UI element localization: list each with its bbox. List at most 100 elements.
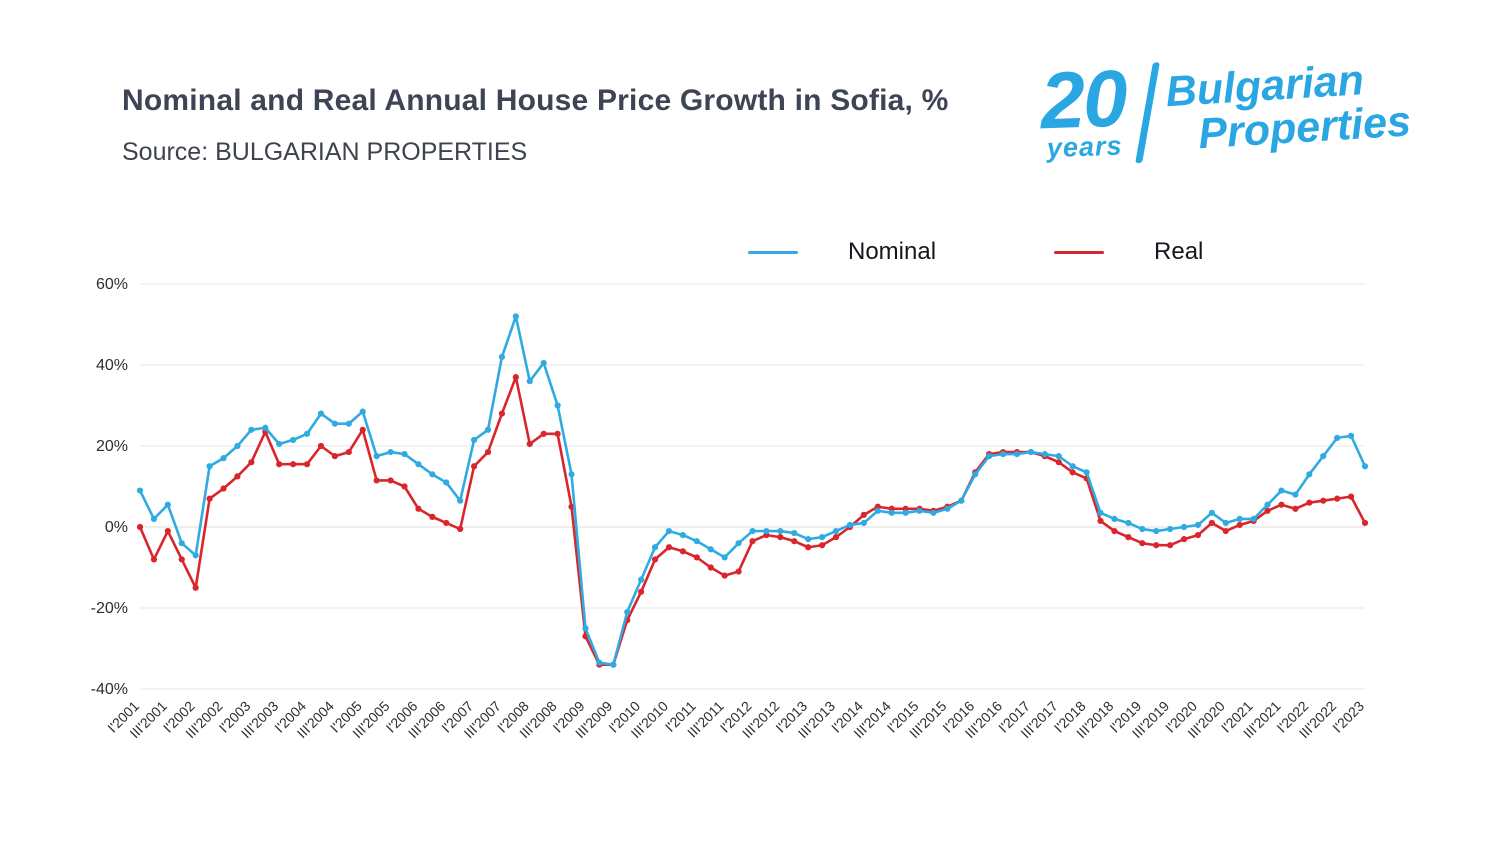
logo-number: 20 (1039, 53, 1128, 146)
series-nominal-point (1083, 469, 1090, 476)
series-real-point (1236, 521, 1243, 529)
series-nominal-point (665, 527, 673, 535)
series-real-point (484, 448, 492, 456)
series-nominal-point (540, 359, 547, 367)
series-real-point (1194, 532, 1202, 539)
y-axis-tick-label: -40% (91, 681, 128, 698)
series-nominal-point (178, 540, 185, 547)
page-title: Nominal and Real Annual House Price Grow… (122, 84, 949, 117)
series-real-point (512, 374, 519, 381)
series-nominal-point (248, 426, 255, 433)
series-nominal-point (610, 661, 617, 668)
series-nominal-point (1292, 491, 1299, 498)
series-real-point (1167, 542, 1174, 549)
series-nominal-point (1320, 453, 1327, 460)
series-nominal-point (150, 515, 158, 523)
series-nominal-point (164, 501, 171, 508)
series-nominal-point (860, 519, 867, 527)
series-nominal-point (206, 463, 213, 470)
series-nominal-point (512, 313, 519, 320)
series-real-point (1208, 519, 1215, 527)
series-nominal-point (1334, 434, 1341, 441)
chart-source-label: Source: BULGARIAN PROPERTIES (122, 138, 528, 166)
series-real-point (317, 442, 325, 450)
series-nominal-point (1347, 432, 1355, 439)
series-nominal-point (1013, 451, 1021, 458)
series-real-point (860, 511, 867, 518)
series-nominal-point (1278, 487, 1285, 494)
legend-item-nominal: Nominal (748, 238, 936, 266)
series-real-point (1264, 507, 1271, 514)
series-real-point (220, 485, 227, 492)
series-nominal-point (874, 507, 881, 514)
series-real-point (1139, 540, 1146, 547)
series-nominal-point (999, 451, 1007, 458)
series-nominal-point (317, 410, 325, 417)
series-real-point (1347, 493, 1355, 500)
series-real-point (248, 459, 255, 466)
series-real-line (138, 375, 1367, 667)
series-nominal-point (276, 440, 283, 448)
series-nominal-point (1167, 525, 1174, 533)
series-real-point (1153, 542, 1160, 549)
series-real-point (540, 430, 547, 437)
series-nominal-point (498, 353, 506, 360)
legend-item-real: Real (1054, 238, 1203, 266)
logo-brand-line2: Properties (1197, 97, 1413, 159)
series-nominal-point (415, 461, 422, 468)
series-nominal-point (1055, 453, 1062, 460)
series-real-point (401, 483, 408, 490)
series-nominal-point (1125, 519, 1132, 527)
series-real-point (234, 473, 241, 480)
series-nominal-point (832, 527, 840, 535)
series-real-point (1180, 536, 1188, 543)
series-nominal-point (457, 497, 464, 504)
series-real-point (206, 495, 213, 502)
series-nominal-point (526, 378, 533, 385)
series-real-point (1306, 499, 1313, 506)
brand-logo: 20 years Bulgarian Properties (1039, 53, 1413, 167)
series-nominal-point (262, 424, 269, 431)
series-real-point (359, 426, 366, 433)
series-nominal-point (735, 540, 742, 547)
series-real-point (290, 461, 297, 468)
y-axis-tick-label: 20% (96, 438, 128, 455)
series-nominal-point (1236, 515, 1243, 523)
series-nominal-point (1139, 525, 1146, 533)
series-nominal-point (846, 521, 854, 529)
series-real-point (443, 519, 450, 527)
series-real-point (1222, 527, 1229, 535)
series-nominal-point (1111, 515, 1118, 523)
series-nominal-point (290, 436, 297, 444)
series-nominal-point (1208, 509, 1215, 516)
series-real-point (136, 523, 144, 531)
series-real-point (1069, 469, 1076, 476)
series-real-point (791, 538, 798, 545)
series-nominal-point (373, 453, 380, 460)
series-real-point (150, 556, 158, 563)
series-real-point (178, 556, 185, 563)
logo-slash-icon (1135, 62, 1161, 164)
series-real-point (164, 527, 171, 535)
series-nominal-point (1069, 463, 1076, 470)
series-nominal-point (582, 625, 589, 632)
series-nominal-point (443, 479, 450, 486)
series-real-point (832, 534, 840, 541)
series-nominal-point (805, 536, 812, 543)
series-nominal-point (345, 420, 352, 427)
series-real-point (819, 542, 826, 549)
series-real-point (638, 588, 645, 595)
series-real-point (1361, 519, 1369, 527)
series-nominal-point (1264, 501, 1271, 508)
series-nominal-point (819, 534, 826, 541)
legend-label-nominal: Nominal (848, 238, 937, 265)
series-nominal-point (1180, 523, 1188, 531)
y-axis-tick-label: 40% (96, 357, 128, 374)
series-real-point (805, 544, 812, 551)
series-real-point (735, 568, 742, 575)
series-real-point (1320, 497, 1327, 504)
series-nominal-point (1222, 519, 1229, 527)
series-real-point (373, 477, 380, 484)
series-nominal-point (651, 544, 659, 551)
